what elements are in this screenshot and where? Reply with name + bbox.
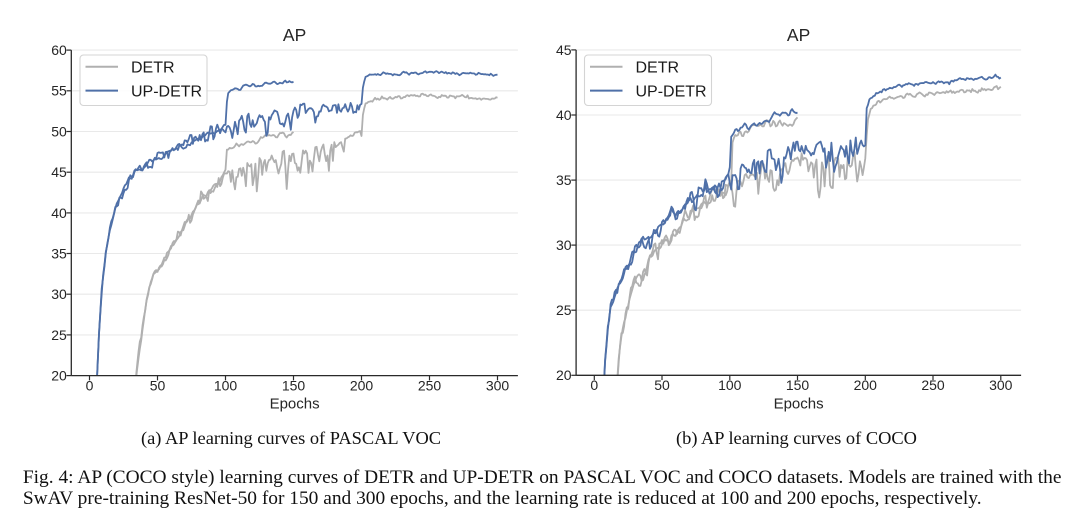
svg-text:40: 40 [556,107,572,123]
svg-text:50: 50 [51,123,67,139]
svg-text:45: 45 [51,164,67,180]
svg-text:250: 250 [921,377,945,393]
svg-text:Epochs: Epochs [774,396,824,413]
svg-text:250: 250 [418,378,442,394]
svg-text:300: 300 [486,378,510,394]
svg-text:200: 200 [854,377,878,393]
svg-text:DETR: DETR [636,60,680,77]
svg-text:20: 20 [556,367,572,383]
svg-text:UP-DETR: UP-DETR [131,83,202,100]
svg-text:55: 55 [51,83,67,99]
svg-text:40: 40 [51,205,67,221]
svg-text:0: 0 [590,377,598,393]
svg-text:20: 20 [51,368,67,384]
svg-text:AP: AP [283,25,306,45]
svg-text:30: 30 [556,237,572,253]
svg-text:50: 50 [654,377,670,393]
svg-text:UP-DETR: UP-DETR [636,83,707,100]
svg-text:150: 150 [282,378,306,394]
svg-text:DETR: DETR [131,60,175,77]
svg-text:60: 60 [51,42,67,58]
svg-text:200: 200 [350,378,374,394]
svg-text:30: 30 [51,286,67,302]
svg-text:25: 25 [556,302,572,318]
svg-text:100: 100 [214,378,238,394]
svg-text:50: 50 [150,378,166,394]
svg-text:AP: AP [787,25,810,45]
svg-text:0: 0 [86,378,94,394]
svg-text:25: 25 [51,327,67,343]
svg-text:35: 35 [556,172,572,188]
svg-text:300: 300 [989,377,1013,393]
svg-text:100: 100 [718,377,742,393]
svg-text:35: 35 [51,245,67,261]
svg-text:Epochs: Epochs [270,396,320,413]
svg-text:150: 150 [786,377,810,393]
svg-text:45: 45 [556,42,572,58]
